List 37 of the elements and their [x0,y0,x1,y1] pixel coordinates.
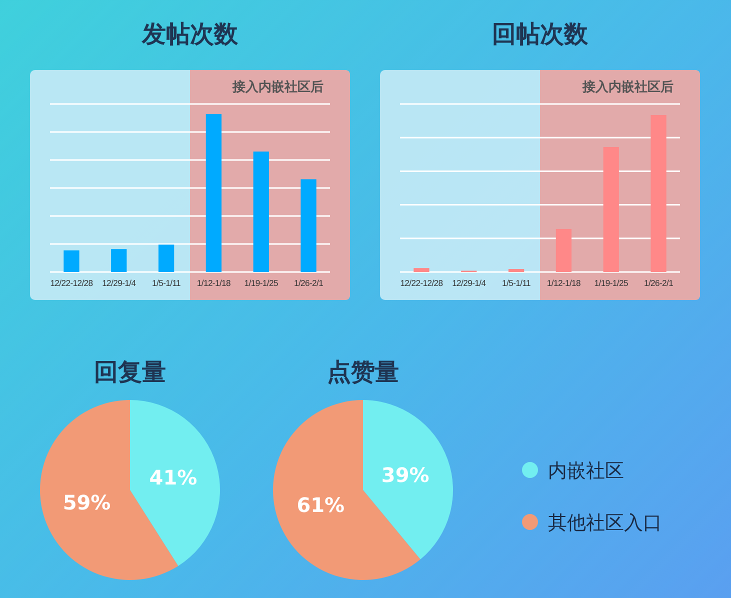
chart-title: 发帖次数 [141,20,239,48]
x-tick-label: 1/5-1/11 [502,278,532,288]
x-tick-label: 12/29-1/4 [452,278,486,288]
bar [111,249,127,272]
bar [300,179,316,272]
pie-slice [363,400,453,560]
bar [206,114,222,272]
band-label: 接入内嵌社区后 [582,79,674,95]
x-tick-label: 1/12-1/18 [546,278,582,288]
x-tick-label: 12/22-12/28 [400,278,444,288]
data-label: 59% [62,490,111,515]
bar [414,268,430,272]
x-tick-label: 12/22-12/28 [50,278,94,288]
chart-title: 点赞量 [327,358,399,386]
x-tick-label: 1/5-1/11 [152,278,182,288]
chart-title: 回复量 [94,358,166,386]
data-label: 41% [149,465,198,490]
bar [158,244,174,272]
bar [556,228,572,272]
x-tick-label: 1/19-1/25 [244,278,278,288]
bar [253,152,269,272]
chart-title: 回帖次数 [492,20,589,48]
x-tick-label: 12/29-1/4 [102,278,136,288]
bar [508,269,524,272]
pie-slice [130,400,220,566]
legend-label: 内嵌社区 [548,460,624,482]
x-tick-label: 1/12-1/18 [196,278,232,288]
x-tick-label: 1/19-1/25 [594,278,628,288]
x-tick-label: 1/26-2/1 [644,278,674,288]
bar [603,147,619,272]
bar [650,114,666,272]
bar [64,250,80,272]
data-label: 39% [381,462,430,487]
band-label: 接入内嵌社区后 [232,79,324,95]
x-tick-label: 1/26-2/1 [294,278,324,288]
legend-label: 其他社区入口 [548,512,662,534]
data-label: 61% [296,493,345,518]
